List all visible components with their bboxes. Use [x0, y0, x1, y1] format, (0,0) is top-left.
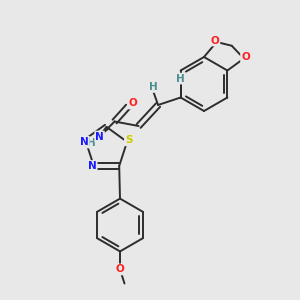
Text: O: O [241, 52, 250, 62]
Text: S: S [125, 135, 132, 145]
Text: H: H [87, 137, 96, 148]
Text: N: N [95, 131, 104, 142]
Text: H: H [176, 74, 185, 84]
Text: H: H [149, 82, 158, 92]
Text: N: N [80, 137, 89, 147]
Text: O: O [128, 98, 137, 109]
Text: O: O [211, 35, 220, 46]
Text: O: O [116, 264, 124, 274]
Text: N: N [88, 161, 97, 171]
